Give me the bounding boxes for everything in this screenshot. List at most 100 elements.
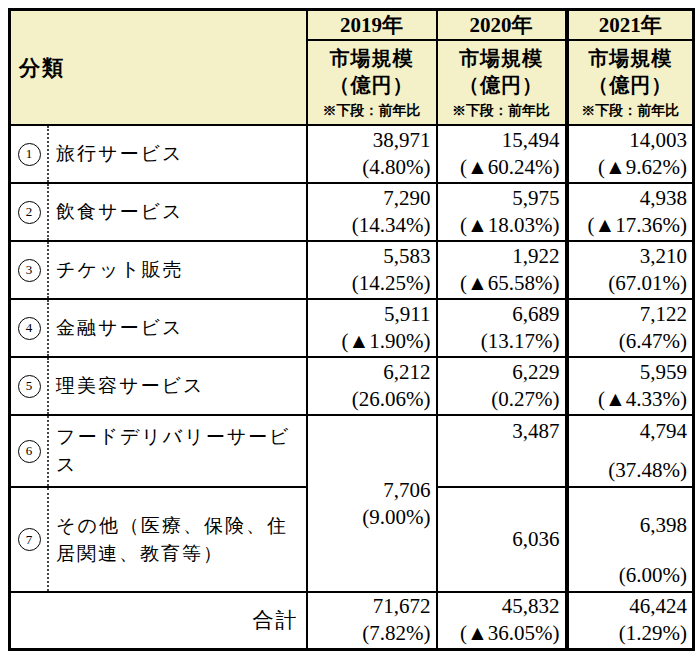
yoy-pct: (37.48%) (574, 457, 688, 484)
row-number-column: 4 (11, 300, 49, 356)
cell-2021: 6,398 (6.00%) (567, 487, 694, 592)
circled-number: 7 (18, 528, 41, 551)
market-value: 4,938 (574, 185, 688, 212)
cell-2021: 4,938 (▲17.36%) (567, 183, 694, 241)
market-value: 15,494 (443, 127, 560, 154)
category-label: 金融サービス (49, 314, 306, 342)
table-row-restaurant: 2 飲食サービス 7,290 (14.34%) 5,975 (▲18.03%) … (10, 183, 694, 241)
yoy-pct: (▲17.36%) (574, 212, 688, 239)
market-value: 71,672 (313, 593, 431, 620)
market-value: 7,122 (574, 301, 688, 328)
category-label: 飲食サービス (49, 198, 306, 226)
cell-2021: 4,794 (37.48%) (567, 415, 694, 487)
year-header-2020: 2020年 (437, 10, 567, 41)
yoy-pct: (1.29%) (574, 620, 688, 647)
circled-number: 6 (18, 440, 41, 463)
market-value: 38,971 (313, 127, 431, 154)
market-size-table: 分類 2019年 2020年 2021年 市場規模 （億円） ※下段：前年比 市… (8, 8, 695, 651)
cell-2020: 6,689 (13.17%) (437, 299, 567, 357)
cell-2021: 14,003 (▲9.62%) (567, 125, 694, 183)
cell-2020: 6,229 (0.27%) (437, 357, 567, 415)
table-row-total: 合計 71,672 (7.82%) 45,832 (▲36.05%) 46,42… (10, 592, 694, 649)
market-value: 7,706 (313, 477, 431, 504)
row-number-column: 2 (11, 184, 49, 240)
metric-unit-label: （億円） (308, 72, 436, 99)
yoy-pct: (▲1.90%) (313, 328, 431, 355)
market-value: 4,794 (574, 418, 688, 445)
market-value: 6,229 (443, 359, 560, 386)
cell-2020: 5,975 (▲18.03%) (437, 183, 567, 241)
cell-2021: 7,122 (6.47%) (567, 299, 694, 357)
cell-2021: 3,210 (67.01%) (567, 241, 694, 299)
category-cell: 7 その他（医療、保険、住居関連、教育等） (10, 487, 307, 592)
cell-2019: 6,212 (26.06%) (307, 357, 437, 415)
market-value: 5,911 (313, 301, 431, 328)
year-header-2021: 2021年 (567, 10, 694, 41)
subheader-2020: 市場規模 （億円） ※下段：前年比 (437, 40, 567, 125)
market-value: 5,959 (574, 359, 688, 386)
note-label: ※下段：前年比 (438, 101, 565, 120)
table-row-ticket: 3 チケット販売 5,583 (14.25%) 1,922 (▲65.58%) … (10, 241, 694, 299)
circled-number: 1 (18, 143, 41, 166)
note-label: ※下段：前年比 (308, 101, 436, 120)
circled-number: 2 (18, 201, 41, 224)
row-number-column: 1 (11, 126, 49, 182)
circled-number: 3 (18, 259, 41, 282)
category-cell: 3 チケット販売 (10, 241, 307, 299)
row-number-column: 7 (11, 488, 49, 591)
cell-2019: 38,971 (4.80%) (307, 125, 437, 183)
cell-2021: 5,959 (▲4.33%) (567, 357, 694, 415)
subheader-2019: 市場規模 （億円） ※下段：前年比 (307, 40, 437, 125)
category-label: 理美容サービス (49, 372, 306, 400)
year-header-2019: 2019年 (307, 10, 437, 41)
yoy-pct: (6.00%) (574, 562, 688, 589)
metric-unit-label: （億円） (438, 72, 565, 99)
yoy-pct: (▲18.03%) (443, 212, 560, 239)
total-label: 合計 (10, 592, 307, 649)
cell-2019: 5,911 (▲1.90%) (307, 299, 437, 357)
yoy-pct: (▲9.62%) (574, 154, 688, 181)
market-value: 7,290 (313, 185, 431, 212)
yoy-pct: (▲65.58%) (443, 270, 560, 297)
category-cell: 4 金融サービス (10, 299, 307, 357)
cell-2020: 1,922 (▲65.58%) (437, 241, 567, 299)
total-cell-2020: 45,832 (▲36.05%) (437, 592, 567, 649)
yoy-pct: (0.27%) (443, 386, 560, 413)
market-value: 3,487 (443, 416, 560, 445)
metric-label: 市場規模 (569, 45, 693, 72)
subheader-2021: 市場規模 （億円） ※下段：前年比 (567, 40, 694, 125)
row-number-column: 6 (11, 416, 49, 486)
market-value: 5,975 (443, 185, 560, 212)
circled-number: 4 (18, 317, 41, 340)
market-value: 6,398 (574, 490, 688, 562)
table-row-beauty: 5 理美容サービス 6,212 (26.06%) 6,229 (0.27%) 5… (10, 357, 694, 415)
total-cell-2021: 46,424 (1.29%) (567, 592, 694, 649)
yoy-pct: (▲60.24%) (443, 154, 560, 181)
cell-2019: 7,290 (14.34%) (307, 183, 437, 241)
category-label: その他（医療、保険、住居関連、教育等） (49, 512, 306, 567)
category-label: 旅行サービス (49, 140, 306, 168)
category-cell: 1 旅行サービス (10, 125, 307, 183)
row-number-column: 5 (11, 358, 49, 414)
table-row-food-delivery: 6 フードデリバリーサービス 7,706 (9.00%) 3,487 4,794… (10, 415, 694, 487)
market-value: 6,689 (443, 301, 560, 328)
category-cell: 2 飲食サービス (10, 183, 307, 241)
yoy-pct: (13.17%) (443, 328, 560, 355)
category-cell: 5 理美容サービス (10, 357, 307, 415)
metric-unit-label: （億円） (569, 72, 693, 99)
cell-2020: 15,494 (▲60.24%) (437, 125, 567, 183)
note-label: ※下段：前年比 (569, 101, 693, 120)
category-label: フードデリバリーサービス (49, 423, 306, 478)
yoy-pct: (9.00%) (313, 504, 431, 531)
yoy-pct: (14.25%) (313, 270, 431, 297)
table-row-travel: 1 旅行サービス 38,971 (4.80%) 15,494 (▲60.24%)… (10, 125, 694, 183)
category-label: チケット販売 (49, 256, 306, 284)
yoy-pct: (▲4.33%) (574, 386, 688, 413)
table-row-finance: 4 金融サービス 5,911 (▲1.90%) 6,689 (13.17%) 7… (10, 299, 694, 357)
category-cell: 6 フードデリバリーサービス (10, 415, 307, 487)
yoy-pct: (7.82%) (313, 620, 431, 647)
yoy-pct: (14.34%) (313, 212, 431, 239)
market-value: 3,210 (574, 243, 688, 270)
classification-header: 分類 (10, 10, 307, 126)
market-value: 45,832 (443, 593, 560, 620)
